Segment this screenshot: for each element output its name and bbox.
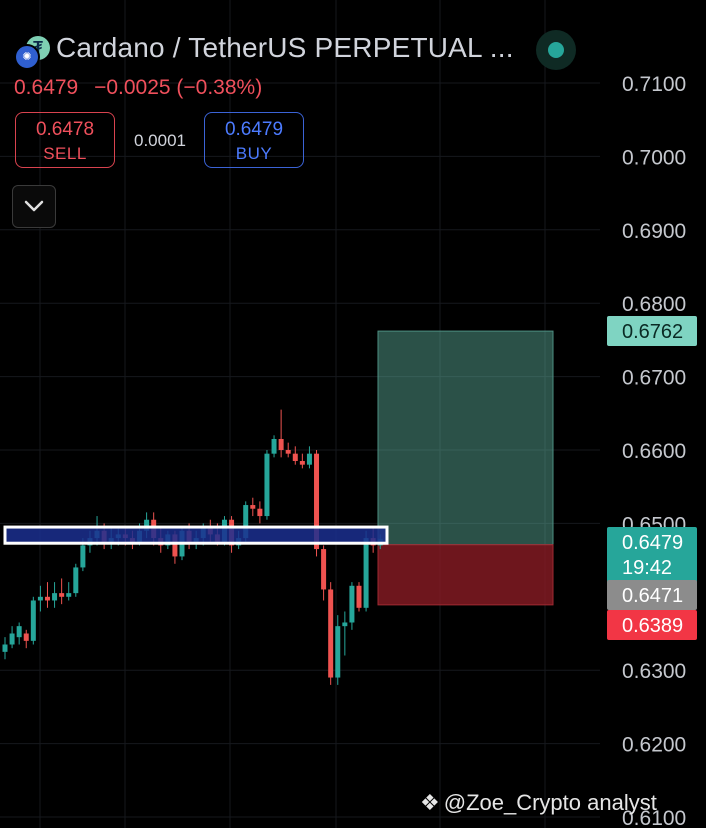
axis-tick-label: 0.7000	[622, 146, 686, 169]
market-status-icon[interactable]	[536, 30, 576, 70]
price-label-bg	[607, 527, 697, 583]
watermark: ❖ @Zoe_Crypto analyst	[420, 790, 657, 816]
price-label-target: 0.6762	[607, 316, 697, 346]
countdown-text: 19:42	[622, 557, 672, 579]
candle-body	[172, 534, 178, 557]
candle-body	[23, 633, 29, 641]
candle-body	[278, 438, 284, 450]
candle-body	[292, 453, 298, 462]
candle-body	[2, 644, 8, 652]
sell-label: SELL	[43, 144, 87, 163]
market-open-dot	[548, 42, 564, 58]
price-label-bg	[607, 316, 697, 346]
candle-body	[271, 438, 277, 454]
sell-button[interactable]: 0.6478 SELL	[15, 112, 115, 168]
symbol-icon[interactable]: ₮ ✺	[14, 36, 50, 70]
axis-tick-label: 0.6200	[622, 734, 686, 757]
candle-body	[363, 538, 369, 608]
candle-body	[37, 596, 43, 601]
axis-tick-label: 0.6700	[622, 367, 686, 390]
price-label-text: 0.6389	[622, 615, 683, 637]
price-axis[interactable]: 0.71000.70000.69000.68000.67000.66000.65…	[622, 73, 686, 828]
price-label-text: 0.6479	[622, 532, 683, 554]
price-label-text: 0.6471	[622, 585, 683, 607]
candle-body	[349, 585, 355, 623]
candle-body	[66, 593, 72, 597]
axis-tick-label: 0.6600	[622, 440, 686, 463]
price-labels: 0.6762 0.6479 19:42 0.6471 0.6389	[607, 316, 697, 640]
price-label-bg	[607, 610, 697, 640]
price-change: −0.0025 (−0.38%)	[94, 76, 263, 99]
price-label-bg	[607, 580, 697, 610]
candle-body	[250, 505, 256, 509]
candle-body	[335, 626, 341, 678]
price-summary: 0.6479 −0.0025 (−0.38%)	[14, 76, 272, 100]
candle-body	[80, 545, 86, 568]
axis-tick-label: 0.6300	[622, 660, 686, 683]
candle-body	[30, 600, 36, 641]
spread-value: 0.0001	[134, 131, 186, 150]
target-zone[interactable]	[377, 330, 554, 546]
candle-body	[16, 626, 22, 638]
candles	[2, 409, 383, 685]
candle-body	[328, 589, 334, 678]
symbol-title[interactable]: Cardano / TetherUS PERPETUAL ...	[56, 32, 514, 63]
axis-tick-label: 0.6100	[622, 807, 686, 828]
candle-body	[73, 567, 79, 594]
candle-body	[342, 622, 348, 627]
price-label-last: 0.6479 19:42	[607, 527, 697, 583]
candle-body	[9, 633, 15, 645]
price-grid	[0, 0, 600, 828]
axis-tick-label: 0.6900	[622, 220, 686, 243]
candle-body	[44, 596, 50, 601]
candle-body	[264, 453, 270, 517]
sell-price: 0.6478	[35, 119, 95, 140]
candle-body	[52, 593, 58, 601]
binance-logo-icon: ❖	[420, 790, 440, 815]
last-price: 0.6479	[14, 76, 79, 99]
candle-body	[306, 453, 312, 465]
candle-body	[356, 585, 362, 608]
stop-zone[interactable]	[377, 544, 554, 606]
cardano-logo-icon: ✺	[14, 44, 40, 70]
buy-price: 0.6479	[224, 119, 284, 140]
price-label-text: 0.6762	[622, 321, 683, 343]
candle-body	[257, 508, 263, 517]
buy-label: BUY	[235, 144, 273, 163]
candle-body	[243, 505, 249, 539]
position-tool[interactable]	[377, 330, 554, 606]
price-label-stop: 0.6389	[607, 610, 697, 640]
price-label-entry: 0.6471	[607, 580, 697, 610]
candle-body	[285, 450, 291, 454]
candle-body	[59, 593, 65, 597]
candle-body	[299, 461, 305, 465]
chevron-down-icon	[24, 200, 44, 212]
candle-body	[321, 549, 327, 590]
candle-body	[314, 453, 320, 550]
axis-tick-label: 0.6800	[622, 293, 686, 316]
support-zone-box[interactable]	[3, 525, 389, 545]
axis-tick-label: 0.7100	[622, 73, 686, 96]
watermark-text: @Zoe_Crypto analyst	[443, 790, 657, 815]
collapse-legend-button[interactable]	[12, 185, 56, 228]
buy-button[interactable]: 0.6479 BUY	[204, 112, 304, 168]
candle-body	[144, 519, 150, 531]
support-zone[interactable]	[3, 525, 389, 545]
